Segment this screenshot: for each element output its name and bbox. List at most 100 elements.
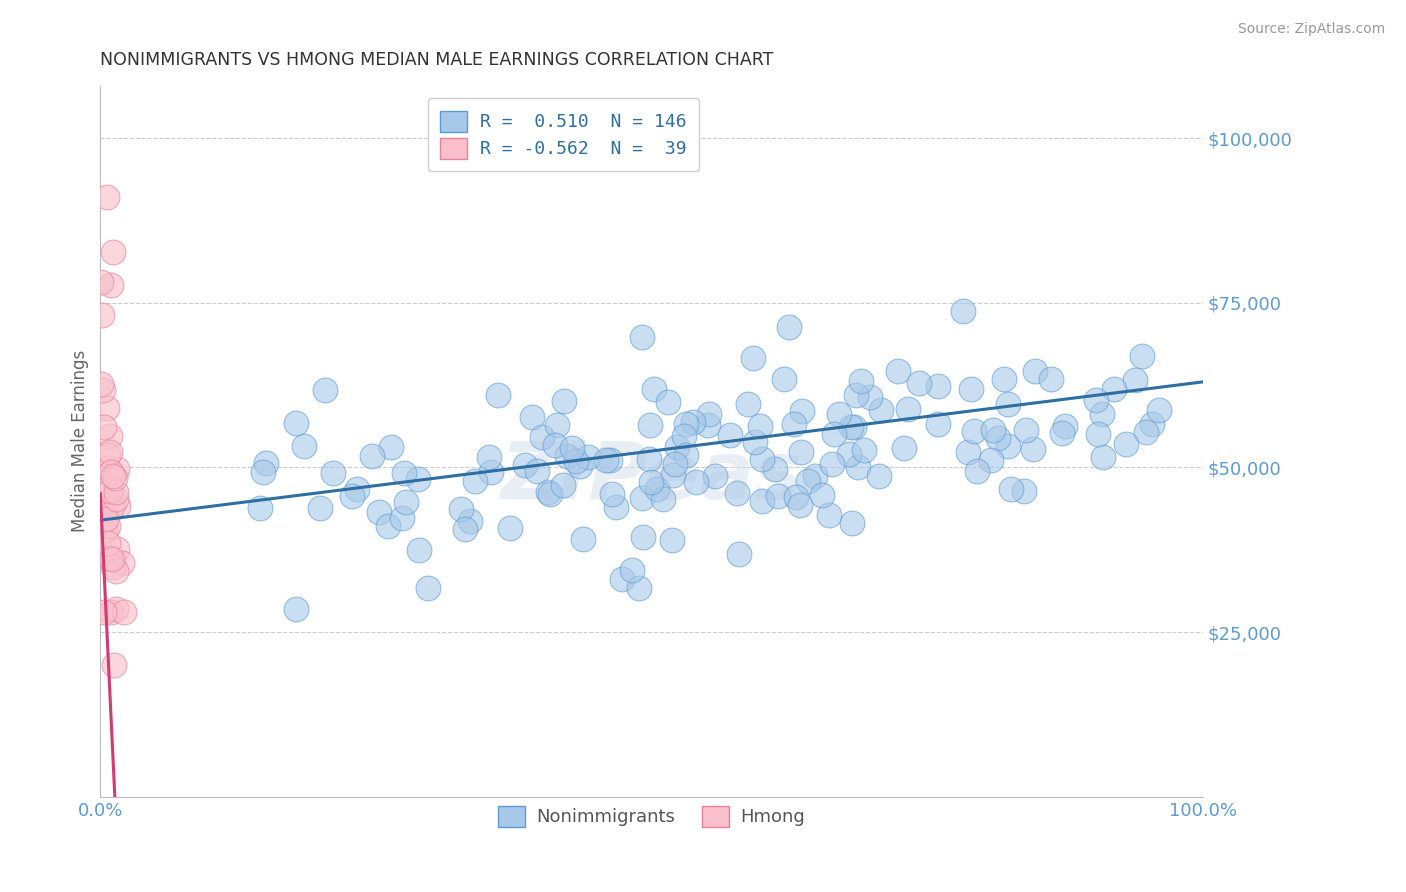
Point xyxy=(105,602,128,616)
Text: Source: ZipAtlas.com: Source: ZipAtlas.com xyxy=(1237,22,1385,37)
Point xyxy=(1014,423,1036,437)
Point xyxy=(737,397,759,411)
Point xyxy=(104,485,127,500)
Point xyxy=(346,482,368,496)
Point xyxy=(631,531,654,545)
Point xyxy=(637,451,659,466)
Point xyxy=(101,552,124,566)
Point xyxy=(458,514,481,528)
Point xyxy=(96,401,118,415)
Point xyxy=(367,505,389,519)
Point xyxy=(966,464,988,478)
Point xyxy=(522,410,544,425)
Point xyxy=(553,394,575,409)
Point xyxy=(599,452,621,467)
Point xyxy=(107,499,129,513)
Point xyxy=(675,448,697,462)
Point xyxy=(778,319,800,334)
Point xyxy=(1024,364,1046,378)
Point xyxy=(408,543,430,558)
Point xyxy=(91,308,114,322)
Point xyxy=(93,501,115,516)
Point xyxy=(111,556,134,570)
Point xyxy=(416,582,439,596)
Point xyxy=(672,428,695,442)
Point xyxy=(1091,450,1114,465)
Point xyxy=(849,374,872,388)
Point xyxy=(572,533,595,547)
Point xyxy=(997,439,1019,453)
Point xyxy=(479,465,502,479)
Point xyxy=(101,469,124,483)
Point xyxy=(1054,419,1077,434)
Point xyxy=(842,419,865,434)
Point xyxy=(91,475,114,490)
Point xyxy=(959,382,981,396)
Point xyxy=(94,495,117,509)
Point xyxy=(100,277,122,292)
Point xyxy=(803,469,825,483)
Point xyxy=(392,466,415,480)
Point xyxy=(1039,372,1062,386)
Point xyxy=(105,461,128,475)
Point xyxy=(839,419,862,434)
Point xyxy=(546,417,568,432)
Point xyxy=(661,467,683,482)
Point xyxy=(727,547,749,561)
Point xyxy=(464,474,486,488)
Point xyxy=(93,606,115,620)
Point xyxy=(725,486,748,500)
Point xyxy=(91,383,114,397)
Point xyxy=(1085,392,1108,407)
Point xyxy=(621,563,644,577)
Point xyxy=(638,418,661,433)
Point xyxy=(1140,417,1163,431)
Point xyxy=(1123,373,1146,387)
Point xyxy=(93,420,115,434)
Point xyxy=(249,500,271,515)
Point xyxy=(766,489,789,503)
Point xyxy=(657,395,679,409)
Point xyxy=(643,382,665,396)
Point xyxy=(605,500,627,514)
Point xyxy=(314,383,336,397)
Point xyxy=(741,351,763,366)
Point xyxy=(97,448,120,462)
Point xyxy=(96,512,118,526)
Point xyxy=(90,276,112,290)
Point xyxy=(100,465,122,479)
Point xyxy=(697,417,720,432)
Point xyxy=(897,401,920,416)
Point xyxy=(513,458,536,472)
Point xyxy=(1135,425,1157,439)
Point xyxy=(845,388,868,402)
Point xyxy=(647,482,669,496)
Point xyxy=(98,445,121,459)
Point xyxy=(907,376,929,390)
Point xyxy=(531,430,554,444)
Point xyxy=(394,494,416,508)
Point xyxy=(292,439,315,453)
Point xyxy=(675,417,697,431)
Text: ZIPeas: ZIPeas xyxy=(501,438,803,516)
Point xyxy=(104,564,127,578)
Point xyxy=(104,471,127,485)
Legend: Nonimmigrants, Hmong: Nonimmigrants, Hmong xyxy=(491,798,813,834)
Point xyxy=(697,407,720,421)
Point xyxy=(821,457,844,471)
Point xyxy=(703,469,725,483)
Point xyxy=(749,419,772,434)
Point xyxy=(870,403,893,417)
Point xyxy=(254,456,277,470)
Point xyxy=(1149,403,1171,417)
Point xyxy=(612,572,634,586)
Point xyxy=(818,508,841,522)
Point xyxy=(96,523,118,537)
Point xyxy=(285,601,308,615)
Point xyxy=(98,484,121,499)
Point xyxy=(927,417,949,432)
Point xyxy=(97,461,120,475)
Point xyxy=(90,376,112,391)
Point xyxy=(406,472,429,486)
Point xyxy=(1000,482,1022,496)
